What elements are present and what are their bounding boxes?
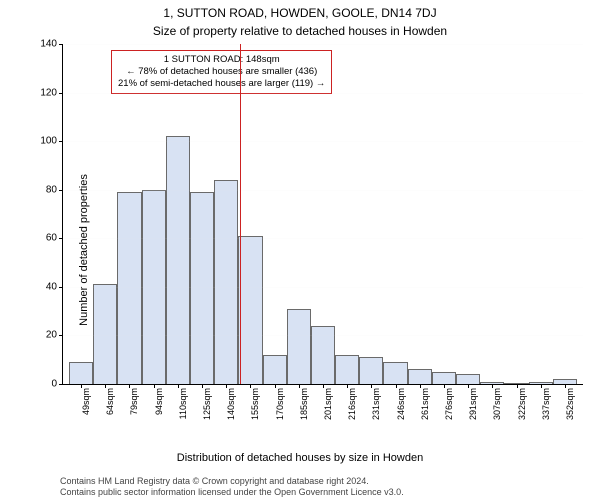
attribution-line1: Contains HM Land Registry data © Crown c…	[60, 476, 590, 487]
x-tick-mark	[250, 384, 251, 388]
x-tick-mark	[396, 384, 397, 388]
y-tick-label: 120	[40, 87, 57, 98]
x-tick-label: 261sqm	[420, 388, 430, 420]
histogram-bar	[359, 357, 383, 384]
grid-line	[63, 190, 583, 191]
x-tick-label: 170sqm	[275, 388, 285, 420]
histogram-bar	[117, 192, 141, 384]
grid-line	[63, 141, 583, 142]
annotation-line3: 21% of semi-detached houses are larger (…	[118, 78, 325, 90]
x-tick-mark	[444, 384, 445, 388]
histogram-bar	[166, 136, 190, 384]
y-tick-label: 20	[46, 330, 57, 341]
histogram-bar	[69, 362, 93, 384]
x-tick-mark	[541, 384, 542, 388]
x-tick-label: 185sqm	[299, 388, 309, 420]
y-tick-mark	[59, 190, 63, 191]
x-tick-label: 201sqm	[323, 388, 333, 420]
y-tick-label: 0	[51, 379, 57, 390]
y-tick-label: 100	[40, 136, 57, 147]
x-tick-label: 64sqm	[105, 388, 115, 415]
chart-container: 1, SUTTON ROAD, HOWDEN, GOOLE, DN14 7DJ …	[0, 0, 600, 500]
x-tick-label: 352sqm	[565, 388, 575, 420]
attribution-text: Contains HM Land Registry data © Crown c…	[60, 476, 590, 498]
x-tick-mark	[492, 384, 493, 388]
histogram-bar	[456, 374, 480, 384]
y-tick-mark	[59, 287, 63, 288]
x-tick-mark	[517, 384, 518, 388]
x-tick-label: 140sqm	[226, 388, 236, 420]
x-tick-mark	[154, 384, 155, 388]
y-tick-label: 40	[46, 281, 57, 292]
x-tick-label: 155sqm	[250, 388, 260, 420]
x-tick-label: 79sqm	[129, 388, 139, 415]
x-tick-mark	[323, 384, 324, 388]
x-tick-mark	[275, 384, 276, 388]
x-tick-label: 125sqm	[202, 388, 212, 420]
y-tick-label: 140	[40, 39, 57, 50]
x-tick-label: 291sqm	[468, 388, 478, 420]
histogram-bar	[287, 309, 311, 384]
chart-title-address: 1, SUTTON ROAD, HOWDEN, GOOLE, DN14 7DJ	[0, 6, 600, 20]
x-tick-label: 216sqm	[347, 388, 357, 420]
grid-line	[63, 238, 583, 239]
annotation-line2: ← 78% of detached houses are smaller (43…	[118, 66, 325, 78]
histogram-bar	[383, 362, 407, 384]
x-tick-mark	[178, 384, 179, 388]
histogram-bar	[93, 284, 117, 384]
x-tick-mark	[347, 384, 348, 388]
y-tick-mark	[59, 141, 63, 142]
y-tick-label: 80	[46, 184, 57, 195]
grid-line	[63, 335, 583, 336]
x-tick-label: 337sqm	[541, 388, 551, 420]
annotation-line1: 1 SUTTON ROAD: 148sqm	[118, 54, 325, 66]
histogram-bar	[408, 369, 432, 384]
grid-line	[63, 287, 583, 288]
bars-layer	[63, 44, 583, 384]
x-tick-label: 322sqm	[517, 388, 527, 420]
y-tick-mark	[59, 44, 63, 45]
x-tick-mark	[299, 384, 300, 388]
x-axis-label: Distribution of detached houses by size …	[0, 452, 600, 464]
histogram-bar	[238, 236, 262, 384]
x-tick-mark	[81, 384, 82, 388]
x-tick-label: 94sqm	[154, 388, 164, 415]
x-tick-label: 246sqm	[396, 388, 406, 420]
x-tick-mark	[226, 384, 227, 388]
grid-line	[63, 44, 583, 45]
x-tick-mark	[129, 384, 130, 388]
y-tick-mark	[59, 238, 63, 239]
histogram-bar	[190, 192, 214, 384]
x-tick-label: 307sqm	[492, 388, 502, 420]
chart-subtitle: Size of property relative to detached ho…	[0, 24, 600, 38]
x-tick-mark	[105, 384, 106, 388]
histogram-bar	[214, 180, 238, 384]
x-tick-label: 110sqm	[178, 388, 188, 419]
histogram-bar	[335, 355, 359, 384]
marker-line	[240, 44, 241, 384]
histogram-bar	[432, 372, 456, 384]
x-tick-label: 276sqm	[444, 388, 454, 420]
histogram-bar	[263, 355, 287, 384]
plot-area: 1 SUTTON ROAD: 148sqm ← 78% of detached …	[62, 44, 583, 385]
x-tick-label: 49sqm	[81, 388, 91, 415]
grid-line	[63, 93, 583, 94]
y-tick-mark	[59, 335, 63, 336]
marker-annotation: 1 SUTTON ROAD: 148sqm ← 78% of detached …	[111, 50, 332, 94]
x-tick-mark	[420, 384, 421, 388]
y-tick-mark	[59, 93, 63, 94]
x-tick-mark	[468, 384, 469, 388]
x-tick-mark	[371, 384, 372, 388]
x-tick-label: 231sqm	[371, 388, 381, 420]
y-tick-label: 60	[46, 233, 57, 244]
y-tick-mark	[59, 384, 63, 385]
x-tick-mark	[565, 384, 566, 388]
attribution-line2: Contains public sector information licen…	[60, 487, 590, 498]
x-tick-mark	[202, 384, 203, 388]
